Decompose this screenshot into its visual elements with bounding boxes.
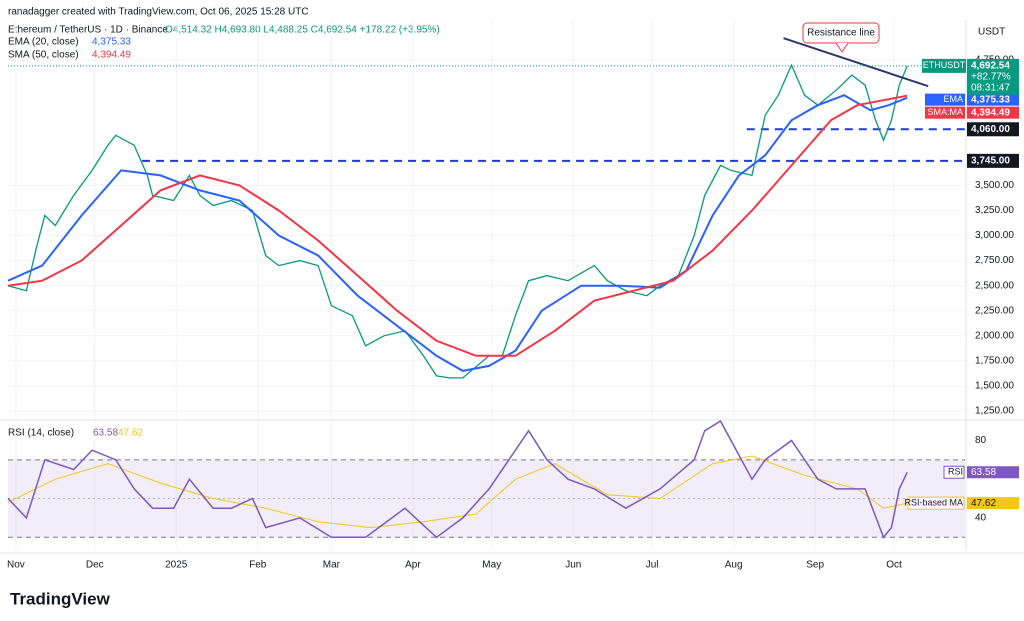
rsi-tag-name: RSI (948, 467, 963, 477)
tag-value: 4,375.33 (971, 94, 1010, 105)
credit: ranadagger created with TradingView.com,… (8, 7, 309, 18)
y-tick-label: 40 (975, 513, 987, 524)
rsi-value: 47.62 (971, 498, 996, 509)
symbol-tag (922, 58, 966, 73)
symbol-name: ETHUSDT (923, 60, 966, 70)
resistance-line (783, 37, 929, 88)
series-line (7, 420, 908, 539)
rsi-tag (943, 465, 965, 479)
y-tick-label: 3,500.00 (975, 180, 1014, 191)
y-tick-label: 3,250.00 (975, 205, 1014, 216)
legend-value: 63.58 (93, 428, 118, 439)
ohlc: O4,514.32 H4,693.80 L4,488.25 C4,692.54 … (165, 25, 440, 36)
x-tick-label: May (482, 560, 501, 571)
y-tick-label: 1,500.00 (975, 381, 1014, 392)
change: +82.77% (971, 72, 1011, 83)
tag-value: 4,394.49 (971, 107, 1010, 118)
x-tick-label: Aug (725, 560, 743, 571)
series-line (7, 63, 908, 379)
x-tick-label: Feb (249, 560, 267, 571)
rsi-value-box (967, 466, 1019, 479)
y-tick-label: 80 (975, 435, 987, 446)
annotation-pointer (835, 42, 849, 53)
rsi-value-box (967, 497, 1019, 510)
symbol: Ethereum / TetherUS · 1D · Binance (8, 25, 168, 36)
level-tag (967, 122, 1019, 137)
last-price: 4,692.54 (971, 61, 1010, 72)
x-tick-label: 2025 (165, 560, 188, 571)
price-tag (967, 93, 1019, 106)
legend-value: 4,394.49 (92, 50, 131, 61)
y-tick-label: 3,000.00 (975, 230, 1014, 241)
rsi-value: 63.58 (971, 467, 996, 478)
tag-name: SMA:MA (927, 107, 963, 117)
x-tick-label: Jun (565, 560, 581, 571)
currency: USDT (978, 27, 1005, 38)
x-tick-label: Oct (886, 560, 902, 571)
countdown: 08:31:47 (971, 83, 1010, 94)
series-line (7, 455, 908, 529)
annotation-text: Resistance line (807, 28, 875, 39)
legend-value: 4,375.33 (92, 37, 131, 48)
x-tick-label: Mar (323, 560, 341, 571)
rsi-tag (907, 496, 965, 510)
y-tick-label: 1,750.00 (975, 355, 1014, 366)
price-tag (925, 93, 965, 106)
series-line (7, 94, 908, 372)
level-tag (967, 153, 1019, 168)
y-tick-label: 2,000.00 (975, 330, 1014, 341)
brand: TradingView (10, 589, 111, 608)
x-tick-label: Sep (806, 560, 824, 571)
legend-name: EMA (20, close) (8, 37, 79, 48)
x-tick-label: Nov (7, 560, 25, 571)
rsi-tag-name: RSI-based MA (904, 498, 963, 508)
price-tag (967, 106, 1019, 119)
tag-name: EMA (943, 94, 963, 104)
level-label: 3,745.00 (971, 155, 1010, 166)
x-tick-label: Dec (86, 560, 104, 571)
level-label: 4,060.00 (971, 124, 1010, 135)
x-tick-label: Apr (405, 560, 421, 571)
rsi-title: RSI (14, close) (8, 428, 74, 439)
price-tag (925, 106, 965, 119)
rsi-band (8, 459, 965, 538)
x-tick-label: Jul (646, 560, 659, 571)
y-tick-label: 1,250.00 (975, 406, 1014, 417)
legend-value: 47.62 (118, 428, 143, 439)
price-box (967, 58, 1019, 95)
legend-name: SMA (50, close) (8, 50, 79, 61)
y-tick-label: 2,750.00 (975, 255, 1014, 266)
series-line (7, 94, 908, 357)
y-tick-label: 2,250.00 (975, 305, 1014, 316)
y-tick-label: 2,500.00 (975, 280, 1014, 291)
